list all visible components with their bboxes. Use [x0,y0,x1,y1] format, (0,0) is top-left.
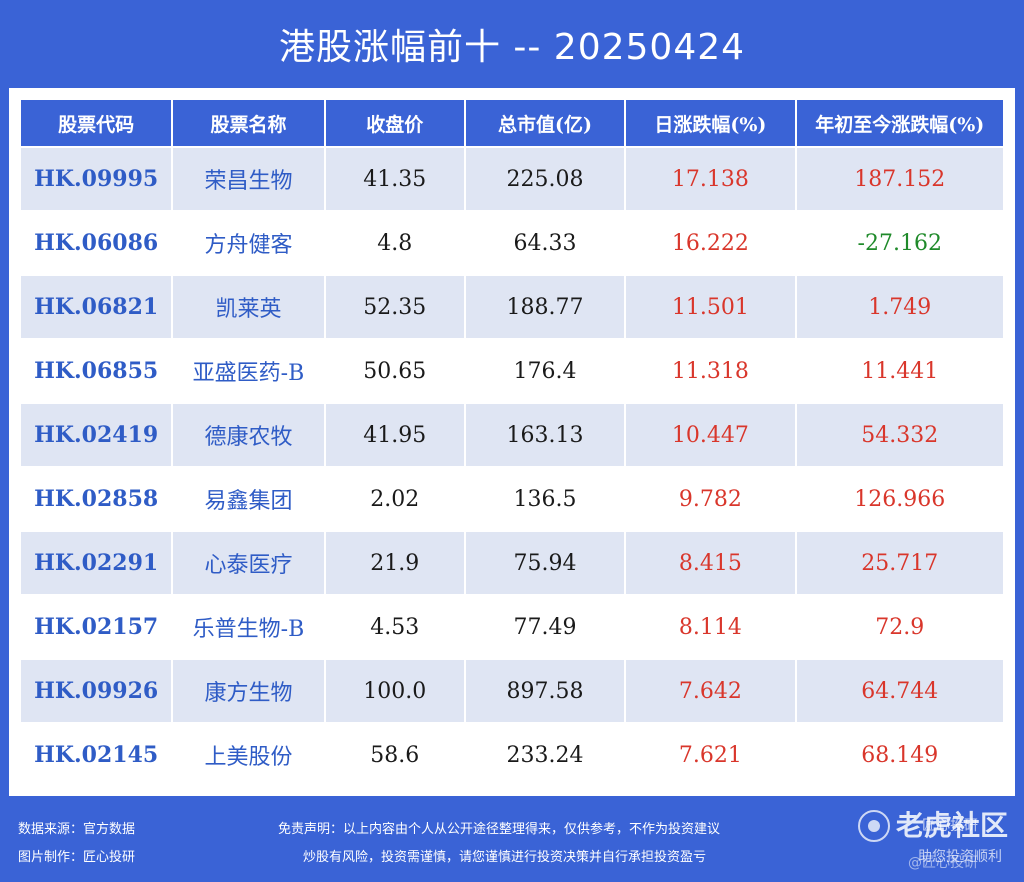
header-market-cap: 总市值(亿) [465,100,625,146]
cell-market-cap: 188.77 [465,276,625,338]
cell-day-change: 11.501 [626,276,795,338]
table-row: HK.02419 德康农牧 41.95 163.13 10.447 54.332 [21,404,1003,466]
footer-source: 数据来源：官方数据 [18,822,136,837]
cell-stock-name: 德康农牧 [173,404,324,466]
cell-stock-name: 方舟健客 [173,212,324,274]
cell-stock-code: HK.09995 [21,148,172,210]
cell-close-price: 4.8 [325,212,464,274]
cell-ytd-change: 68.149 [796,724,1003,786]
cell-close-price: 50.65 [325,340,464,402]
cell-market-cap: 176.4 [465,340,625,402]
cell-stock-code: HK.02291 [21,532,172,594]
cell-day-change: 16.222 [626,212,795,274]
table-row: HK.02157 乐普生物-B 4.53 77.49 8.114 72.9 [21,596,1003,658]
cell-day-change: 8.114 [626,596,795,658]
footer-disclaimer-line1: 免责声明：以上内容由个人从公开途径整理得来，仅供参考，不作为投资建议 [278,822,721,837]
cell-market-cap: 233.24 [465,724,625,786]
table-row: HK.06821 凯莱英 52.35 188.77 11.501 1.749 [21,276,1003,338]
cell-ytd-change: 1.749 [796,276,1003,338]
cell-day-change: 8.415 [626,532,795,594]
watermark-line2: 助您投资顺利 [918,849,1002,865]
cell-close-price: 4.53 [325,596,464,658]
cell-stock-code: HK.06821 [21,276,172,338]
cell-ytd-change: 187.152 [796,148,1003,210]
cell-ytd-change: -27.162 [796,212,1003,274]
cell-day-change: 10.447 [626,404,795,466]
cell-ytd-change: 126.966 [796,468,1003,530]
cell-close-price: 2.02 [325,468,464,530]
footer-maker: 图片制作：匠心投研 [18,850,136,865]
cell-stock-name: 乐普生物-B [173,596,324,658]
cell-market-cap: 64.33 [465,212,625,274]
cell-close-price: 41.95 [325,404,464,466]
cell-stock-code: HK.02157 [21,596,172,658]
table-row: HK.06855 亚盛医药-B 50.65 176.4 11.318 11.441 [21,340,1003,402]
stock-table: 股票代码 股票名称 收盘价 总市值(亿) 日涨跌幅(%) 年初至今涨跌幅(%) … [19,98,1005,788]
watermark-line3: @匠心投研 [908,855,978,871]
cell-market-cap: 225.08 [465,148,625,210]
cell-stock-code: HK.02419 [21,404,172,466]
cell-stock-name: 易鑫集团 [173,468,324,530]
cell-ytd-change: 72.9 [796,596,1003,658]
cell-stock-code: HK.06855 [21,340,172,402]
cell-ytd-change: 25.717 [796,532,1003,594]
cell-day-change: 7.621 [626,724,795,786]
cell-close-price: 41.35 [325,148,464,210]
cell-close-price: 52.35 [325,276,464,338]
table-row: HK.02291 心泰医疗 21.9 75.94 8.415 25.717 [21,532,1003,594]
cell-market-cap: 136.5 [465,468,625,530]
cell-market-cap: 897.58 [465,660,625,722]
cell-market-cap: 77.49 [465,596,625,658]
table-row: HK.02145 上美股份 58.6 233.24 7.621 68.149 [21,724,1003,786]
cell-stock-code: HK.02145 [21,724,172,786]
header-day-change: 日涨跌幅(%) [626,100,795,146]
table-row: HK.09995 荣昌生物 41.35 225.08 17.138 187.152 [21,148,1003,210]
cell-stock-name: 心泰医疗 [173,532,324,594]
watermark-line1: 匠心投研 [922,818,978,834]
cell-close-price: 100.0 [325,660,464,722]
cell-ytd-change: 64.744 [796,660,1003,722]
cell-stock-name: 荣昌生物 [173,148,324,210]
header-stock-code: 股票代码 [21,100,172,146]
cell-market-cap: 163.13 [465,404,625,466]
cell-close-price: 58.6 [325,724,464,786]
table-row: HK.02858 易鑫集团 2.02 136.5 9.782 126.966 [21,468,1003,530]
page-title: 港股涨幅前十 -- 20250424 [278,27,746,68]
cell-day-change: 11.318 [626,340,795,402]
table-header-row: 股票代码 股票名称 收盘价 总市值(亿) 日涨跌幅(%) 年初至今涨跌幅(%) [21,100,1003,146]
cell-stock-name: 凯莱英 [173,276,324,338]
watermark-logo-text: 老虎社区 [896,809,1009,842]
cell-stock-code: HK.02858 [21,468,172,530]
cell-stock-name: 康方生物 [173,660,324,722]
header-stock-name: 股票名称 [173,100,324,146]
cell-ytd-change: 11.441 [796,340,1003,402]
cell-ytd-change: 54.332 [796,404,1003,466]
cell-market-cap: 75.94 [465,532,625,594]
table-row: HK.06086 方舟健客 4.8 64.33 16.222 -27.162 [21,212,1003,274]
table-panel: 股票代码 股票名称 收盘价 总市值(亿) 日涨跌幅(%) 年初至今涨跌幅(%) … [9,88,1015,796]
cell-stock-name: 亚盛医药-B [173,340,324,402]
cell-stock-name: 上美股份 [173,724,324,786]
header-close-price: 收盘价 [325,100,464,146]
cell-day-change: 7.642 [626,660,795,722]
cell-close-price: 21.9 [325,532,464,594]
cell-day-change: 17.138 [626,148,795,210]
tiger-logo-icon [858,810,890,842]
footer-disclaimer-line2: 炒股有风险，投资需谨慎，请您谨慎进行投资决策并自行承担投资盈亏 [303,850,707,865]
header-ytd-change: 年初至今涨跌幅(%) [796,100,1003,146]
cell-stock-code: HK.06086 [21,212,172,274]
cell-day-change: 9.782 [626,468,795,530]
cell-stock-code: HK.09926 [21,660,172,722]
table-row: HK.09926 康方生物 100.0 897.58 7.642 64.744 [21,660,1003,722]
